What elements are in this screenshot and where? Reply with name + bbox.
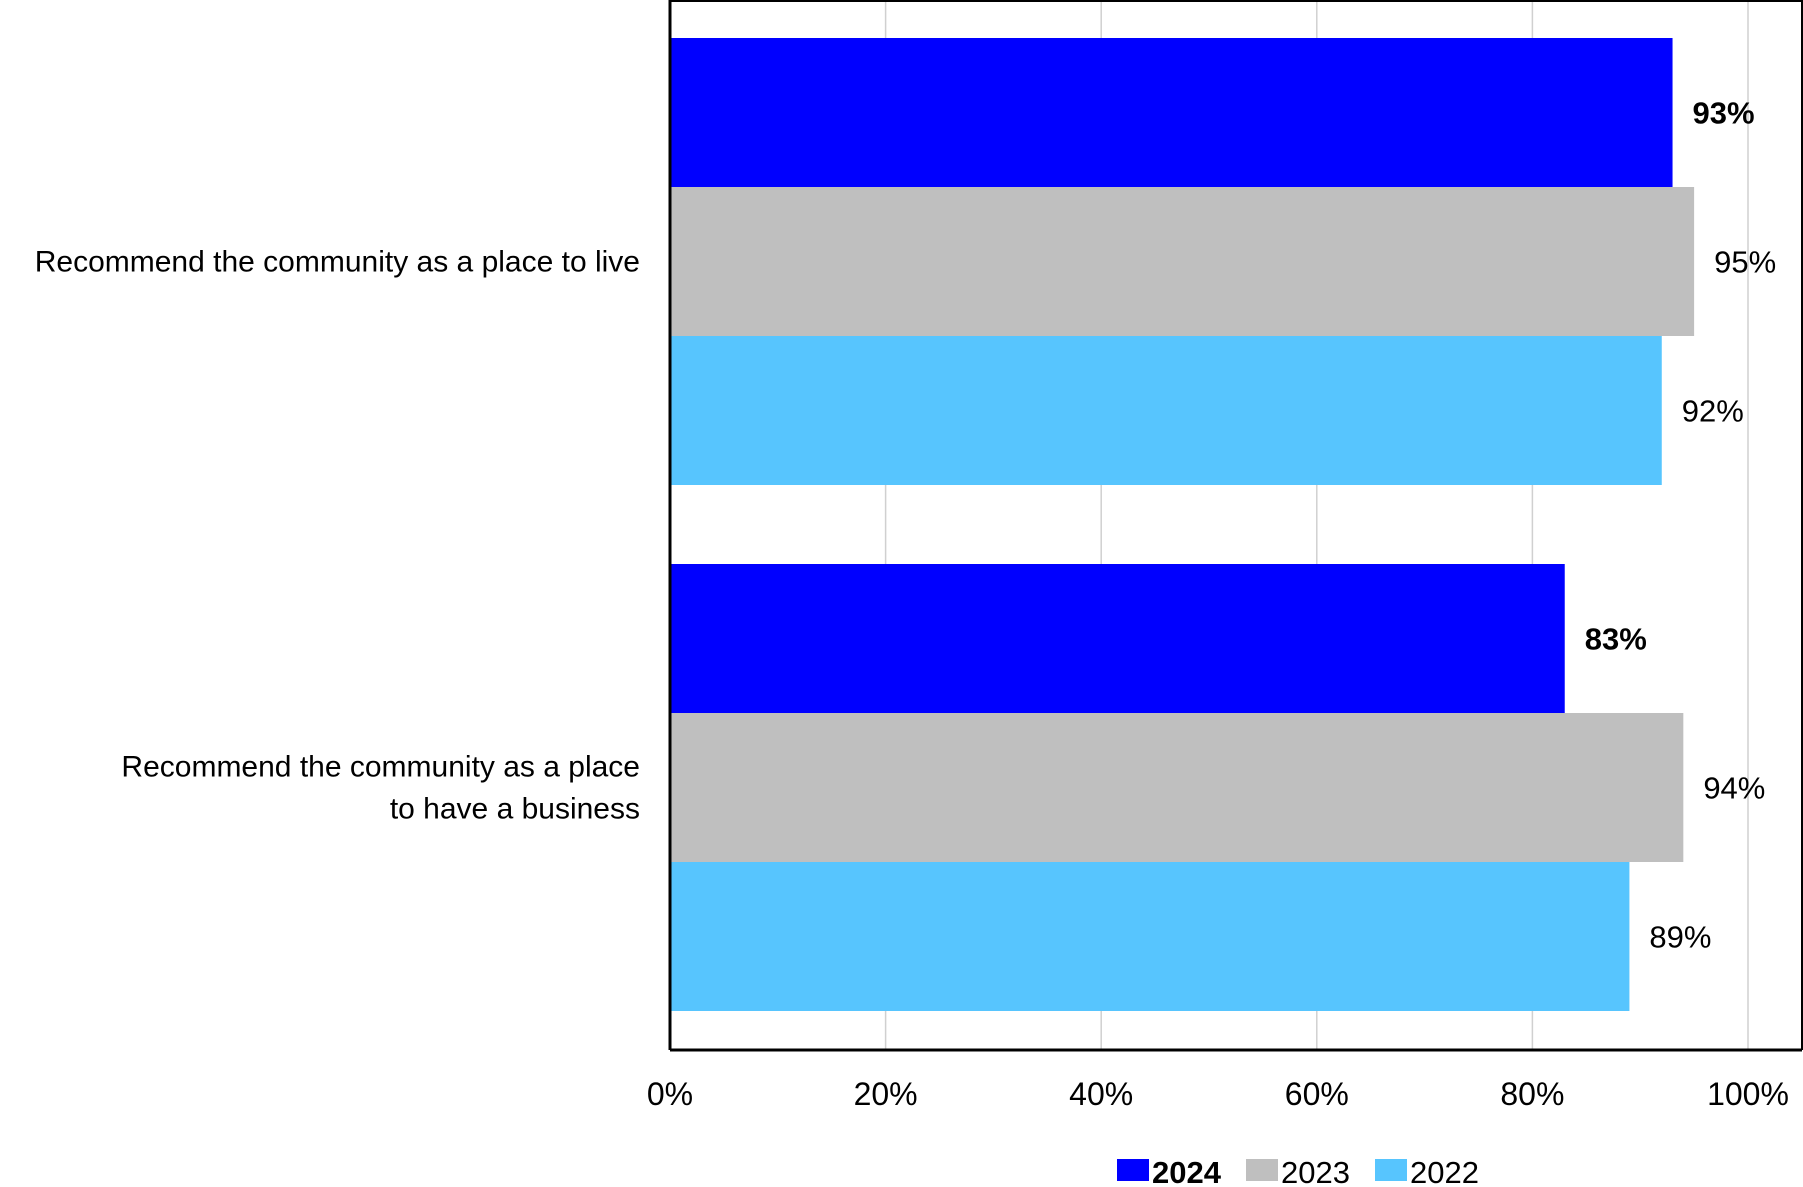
legend-label: 2024 — [1152, 1155, 1222, 1187]
bar-2024 — [670, 38, 1673, 187]
data-label: 83% — [1585, 622, 1647, 657]
data-label: 94% — [1703, 771, 1765, 806]
legend-swatch-2023 — [1246, 1159, 1278, 1181]
legend: 2024 2023 2022 — [1117, 1155, 1479, 1187]
legend-label: 2022 — [1410, 1155, 1479, 1187]
bar-2022 — [670, 336, 1662, 485]
x-tick-label: 80% — [1500, 1076, 1564, 1112]
bar-2024 — [670, 564, 1565, 713]
x-tick-label: 0% — [647, 1076, 693, 1112]
x-tick-label: 40% — [1069, 1076, 1133, 1112]
category-label: Recommend the community as a place to hav… — [121, 751, 640, 826]
data-label: 95% — [1714, 245, 1776, 280]
labels: 0% 20% 40% 60% 80% 100% 93% 83% 95% 94% 92% 89% Reco… — [35, 96, 1789, 1113]
axes — [668, 0, 1803, 1052]
x-tick-label: 60% — [1285, 1076, 1349, 1112]
data-label: 92% — [1682, 394, 1744, 429]
bar-2023 — [670, 187, 1695, 336]
legend-swatch-2022 — [1375, 1159, 1407, 1181]
bar-2023 — [670, 713, 1684, 862]
x-tick-label: 100% — [1707, 1076, 1789, 1112]
data-label: 93% — [1693, 96, 1755, 131]
bar-2022 — [670, 862, 1630, 1011]
category-label: Recommend the community as a place to li… — [35, 246, 640, 279]
x-tick-label: 20% — [854, 1076, 918, 1112]
data-label: 89% — [1649, 920, 1711, 955]
legend-label: 2023 — [1281, 1155, 1350, 1187]
legend-swatch-2024 — [1117, 1159, 1149, 1181]
bars — [670, 38, 1695, 1011]
